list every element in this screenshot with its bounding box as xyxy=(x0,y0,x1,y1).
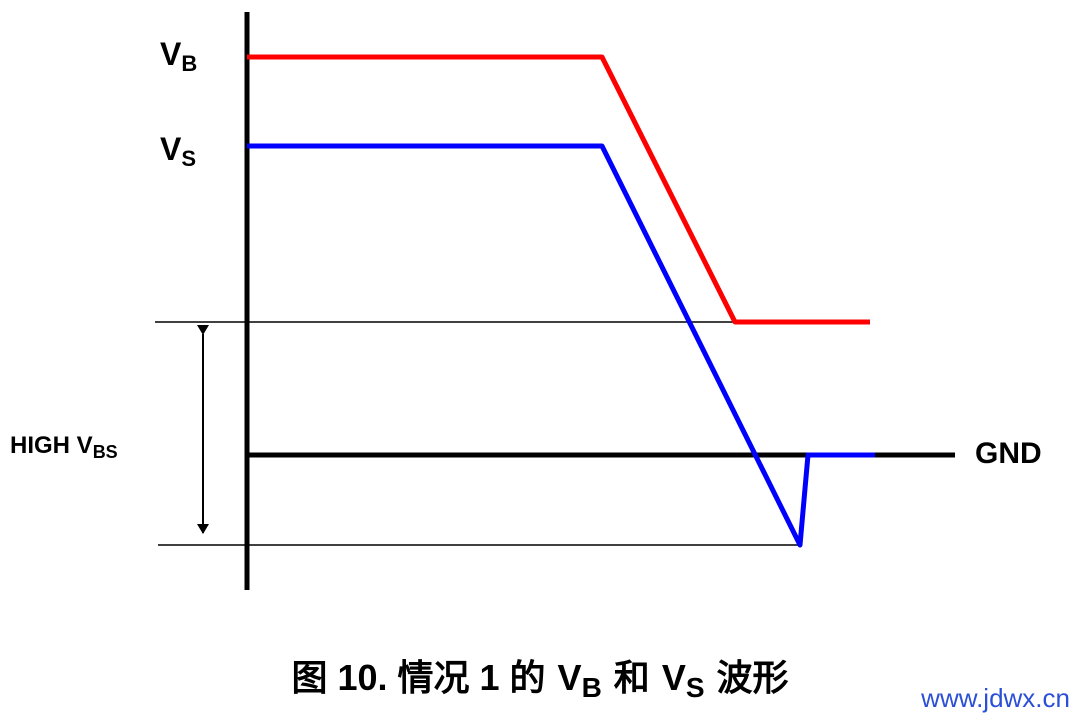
vb-sub: B xyxy=(181,51,197,76)
high-vbs-main: HIGH V xyxy=(10,432,93,459)
caption-text: 波形 xyxy=(717,657,789,698)
caption-text: 和 xyxy=(614,657,650,698)
vb-label: VB xyxy=(160,36,197,75)
vs-label: VS xyxy=(160,131,196,170)
caption-v: V xyxy=(662,657,686,698)
caption-sub: S xyxy=(686,672,705,703)
caption-v: V xyxy=(558,657,582,698)
caption-sub: B xyxy=(582,672,602,703)
vs-main: V xyxy=(160,131,182,167)
gnd-label: GND xyxy=(975,437,1042,470)
vb-waveform xyxy=(247,54,870,325)
caption: 图 10. 情况 1 的 VB 和 VS 波形 xyxy=(291,657,788,704)
vs-sub: S xyxy=(181,146,196,171)
watermark: www.jdwx.cn xyxy=(920,683,1070,713)
caption-text: 图 10. 情况 1 的 xyxy=(291,657,545,698)
high-vbs-sub: BS xyxy=(93,442,118,462)
vs-waveform xyxy=(247,143,875,548)
high-vbs-label: HIGH VBS xyxy=(10,432,118,461)
vb-main: V xyxy=(160,36,182,72)
